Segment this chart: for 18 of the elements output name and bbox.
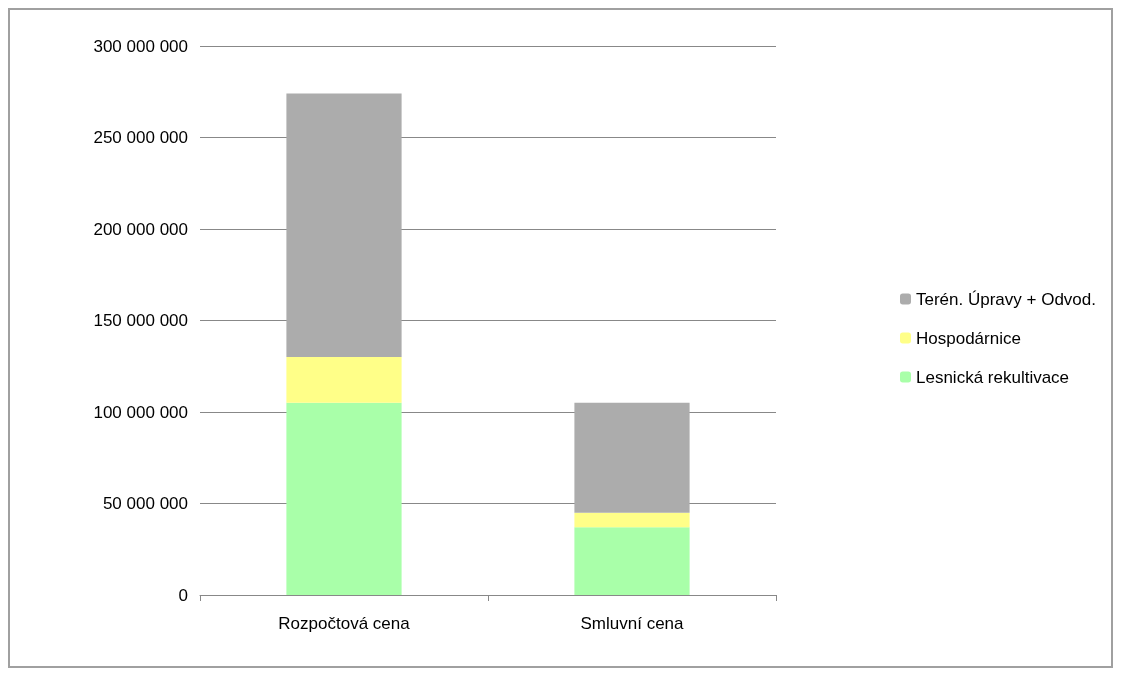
bar bbox=[286, 402, 402, 595]
y-tick-label: 150 000 000 bbox=[93, 311, 188, 330]
bar bbox=[286, 93, 402, 358]
legend-label: Terén. Úpravy + Odvod. bbox=[916, 289, 1097, 309]
y-tick-label: 250 000 000 bbox=[93, 128, 188, 147]
y-tick-label: 100 000 000 bbox=[93, 402, 188, 422]
y-tick-label: 300 000 000 bbox=[93, 36, 188, 56]
x-tick-label: Smluvní cena bbox=[580, 614, 685, 633]
bar bbox=[574, 512, 690, 528]
x-tick-label: Rozpočtová cena bbox=[278, 614, 411, 633]
y-tick-label: 0 bbox=[178, 585, 188, 605]
y-tick-label: 200 000 000 bbox=[93, 219, 188, 239]
bar bbox=[574, 402, 690, 513]
bar bbox=[574, 527, 690, 595]
bar bbox=[286, 357, 402, 403]
legend-label: Lesnická rekultivace bbox=[916, 367, 1070, 387]
legend-label: Hospodárnice bbox=[916, 328, 1021, 348]
y-tick-label: 50 000 000 bbox=[102, 494, 188, 513]
